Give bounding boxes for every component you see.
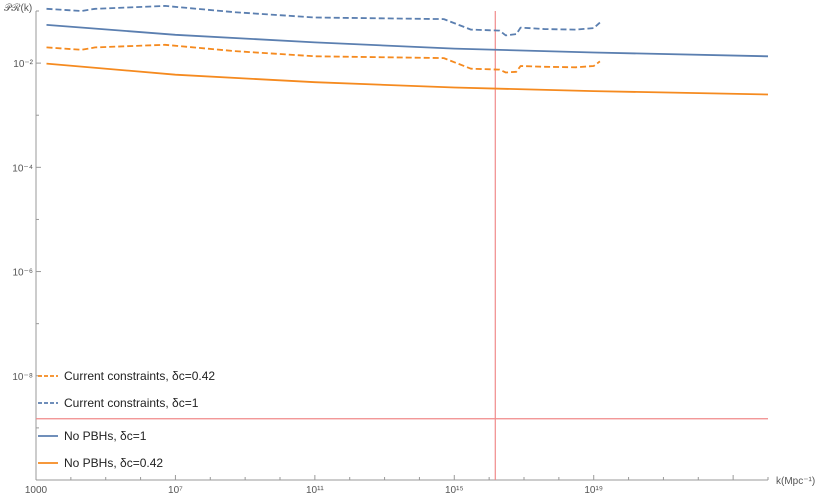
legend: Current constraints, δc=0.42 Current cons…: [38, 369, 215, 470]
legend-label: No PBHs, δc=1: [64, 429, 147, 443]
x-axis-label: k(Mpc⁻¹): [776, 476, 815, 487]
series-line-3: [46, 24, 769, 58]
x-tick-label: 10¹⁹: [584, 485, 603, 496]
series-line-2: [46, 43, 601, 74]
series-line-1: [46, 5, 601, 37]
axes-frame: [35, 11, 768, 481]
y-tick-label: 10⁻⁴: [12, 163, 33, 174]
x-tick-label: 10⁷: [168, 485, 183, 496]
legend-label: No PBHs, δc=0.42: [64, 456, 163, 470]
x-tick-label: 10¹⁵: [445, 485, 464, 496]
legend-label: Current constraints, δc=1: [64, 396, 199, 410]
y-tick-label: 10⁻⁸: [12, 372, 33, 383]
tick-group: 1000 10⁷ 10¹¹ 10¹⁵ 10¹⁹ 10⁻² 10⁻⁴ 10⁻⁶ 10⁻⁸: [12, 10, 769, 496]
series-group: [46, 5, 769, 96]
x-tick-label: 1000: [25, 485, 48, 496]
y-tick-label: 10⁻⁶: [12, 268, 33, 279]
legend-label: Current constraints, δc=0.42: [64, 369, 215, 383]
series-line-4: [46, 62, 769, 96]
y-axis-label: 𝒫ℛ(k): [4, 2, 32, 14]
x-tick-label: 10¹¹: [306, 485, 324, 496]
y-tick-label: 10⁻²: [13, 59, 33, 70]
